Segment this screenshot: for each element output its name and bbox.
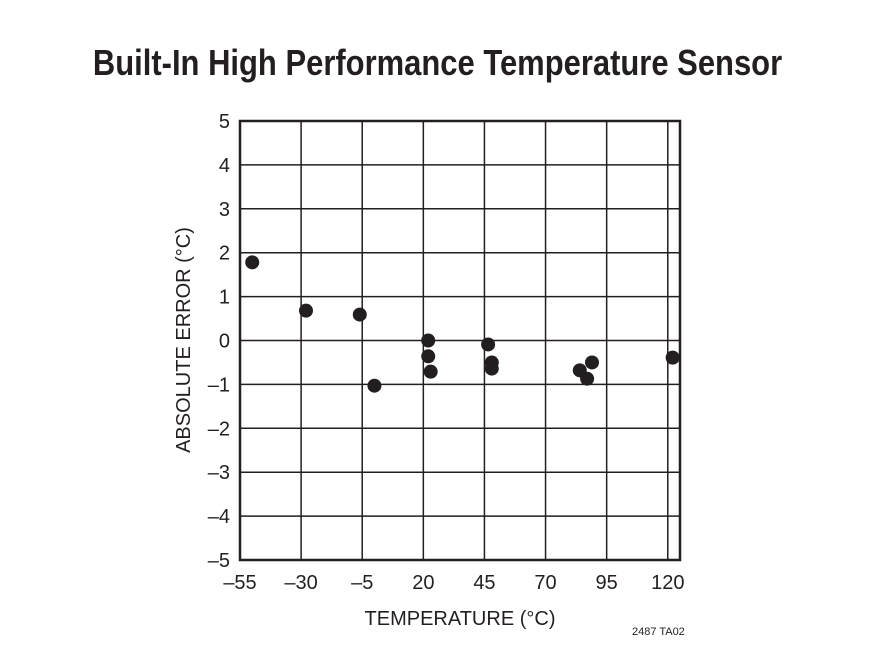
y-tick-label: –3	[208, 462, 230, 484]
x-tick-label: –55	[223, 572, 256, 594]
x-tick-label: 120	[651, 572, 684, 594]
plot-frame	[238, 119, 682, 562]
x-tick-label: 20	[412, 572, 434, 594]
x-tick-label: –5	[351, 572, 373, 594]
data-point	[484, 361, 499, 376]
data-point	[367, 378, 382, 393]
data-point	[421, 349, 436, 364]
y-tick-label: 2	[219, 243, 230, 265]
y-tick-label: 0	[219, 331, 230, 353]
y-tick-label: –1	[208, 374, 230, 396]
y-axis-label: ABSOLUTE ERROR (°C)	[173, 227, 195, 453]
data-point	[352, 307, 367, 322]
y-tick-label: 4	[219, 155, 230, 177]
data-point	[245, 255, 260, 270]
x-axis-label: TEMPERATURE (°C)	[365, 608, 556, 630]
y-tick-label: –5	[208, 550, 230, 572]
x-tick-label: –30	[284, 572, 317, 594]
chart-title: Built-In High Performance Temperature Se…	[92, 42, 783, 83]
data-point	[665, 350, 680, 365]
data-point	[421, 333, 436, 348]
y-tick-label: 3	[219, 199, 230, 221]
data-point	[580, 371, 595, 386]
data-point	[423, 364, 438, 379]
y-tick-label: –2	[208, 418, 230, 440]
x-tick-label: 45	[473, 572, 495, 594]
data-points	[245, 255, 680, 393]
grid	[238, 119, 682, 562]
x-tick-label: 95	[596, 572, 618, 594]
figure-code: 2487 TA02	[632, 626, 685, 638]
data-point	[585, 355, 599, 370]
y-tick-label: 1	[219, 287, 230, 309]
y-tick-label: –4	[208, 506, 230, 528]
data-point	[299, 303, 313, 318]
y-tick-label: 5	[219, 111, 230, 133]
tick-labels: –55 –30 –5 20 45 70 95 120 5 4 3 2 1 0 –1 –2 –3 –4 –5	[208, 111, 685, 594]
x-tick-label: 70	[534, 572, 556, 594]
data-point	[481, 337, 496, 352]
